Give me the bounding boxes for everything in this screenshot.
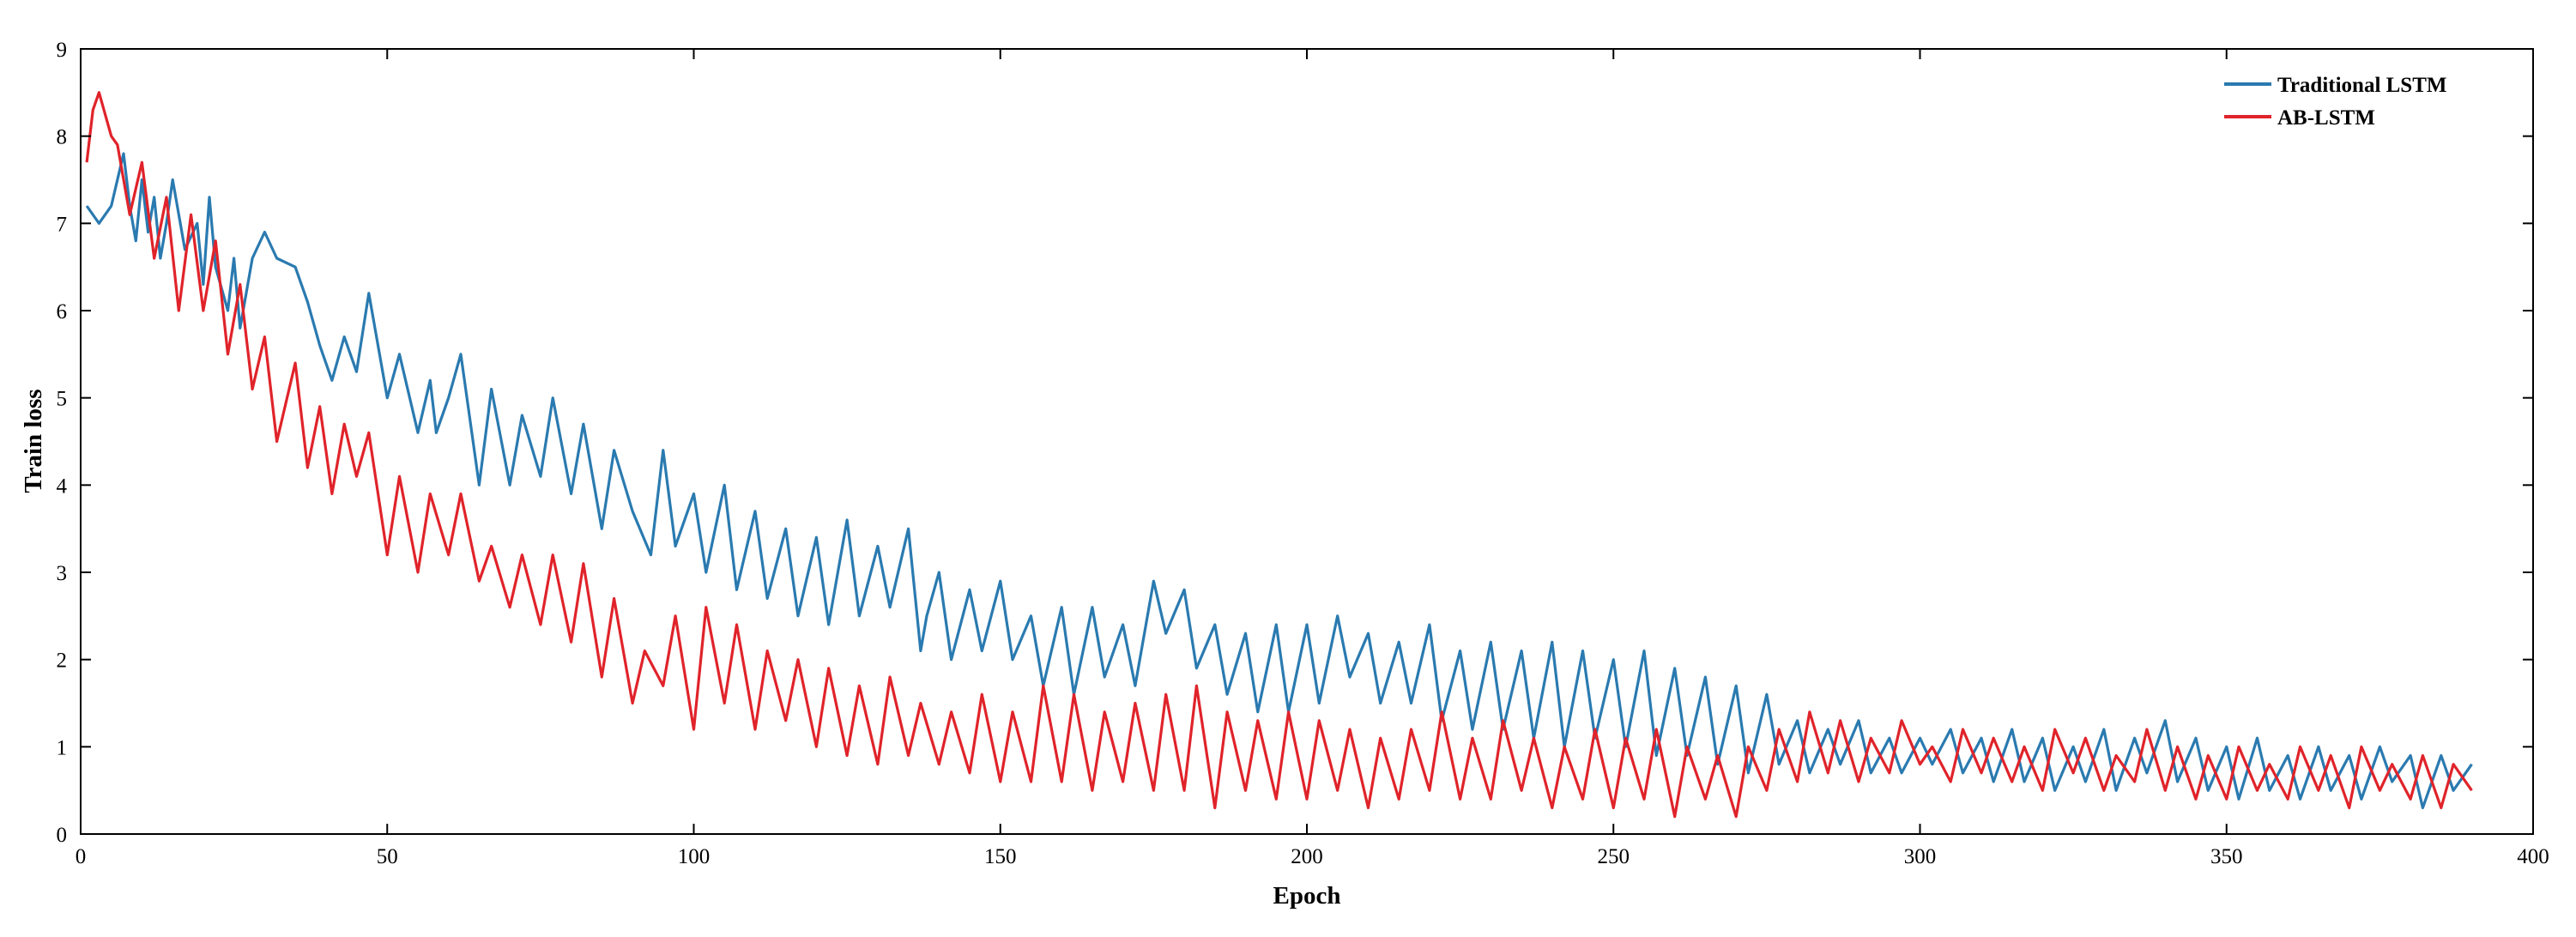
y-tick-label: 0 [57,824,68,847]
x-tick-label: 300 [1904,845,1937,868]
legend: Traditional LSTM AB-LSTM [2224,74,2447,130]
y-tick-label: 5 [57,388,68,411]
y-tick-label: 8 [57,126,68,149]
series-line-1 [85,91,2473,819]
y-tick-label: 7 [57,213,68,236]
y-tick-label: 4 [57,475,68,498]
y-tick-label: 9 [57,39,68,62]
x-tick-label: 200 [1291,845,1323,868]
x-tick-label: 100 [678,845,711,868]
x-tick-label: 0 [76,845,87,868]
x-tick-label: 400 [2517,845,2549,868]
y-tick-label: 2 [57,650,68,673]
ticks-layer: 0 50 100 150 200 250 300 350 400 0 1 2 3 4 5 6 7 8 9 [57,39,2549,868]
legend-label-0: Traditional LSTM [2277,74,2447,97]
x-tick-label: 250 [1598,845,1630,868]
x-axis-title: Epoch [1273,882,1341,910]
plot-area [81,49,2533,834]
legend-label-1: AB-LSTM [2277,106,2375,130]
series-line-0 [85,152,2473,810]
y-tick-label: 6 [57,300,68,323]
x-tick-label: 350 [2210,845,2243,868]
y-tick-label: 1 [57,736,68,759]
y-axis-title: Train loss [20,389,47,493]
x-tick-label: 150 [984,845,1017,868]
series-layer [85,91,2473,819]
x-tick-label: 50 [377,845,398,868]
y-tick-label: 3 [57,562,68,585]
